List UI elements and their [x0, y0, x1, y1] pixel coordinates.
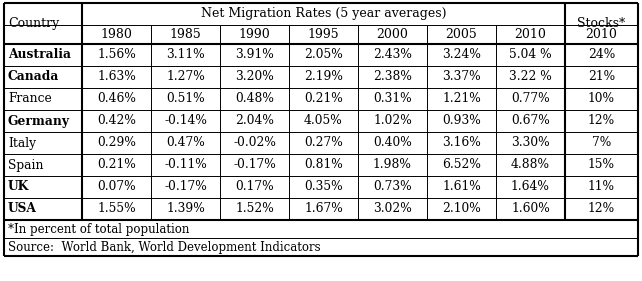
Text: 1.98%: 1.98% [373, 158, 412, 171]
Text: -0.02%: -0.02% [233, 137, 276, 149]
Text: 3.02%: 3.02% [373, 203, 412, 216]
Text: 1990: 1990 [239, 28, 270, 41]
Text: -0.17%: -0.17% [164, 180, 207, 194]
Text: 6.52%: 6.52% [442, 158, 481, 171]
Text: 1.64%: 1.64% [511, 180, 550, 194]
Text: 24%: 24% [588, 49, 615, 62]
Text: 0.31%: 0.31% [373, 92, 412, 105]
Text: 1995: 1995 [308, 28, 340, 41]
Text: 0.35%: 0.35% [304, 180, 343, 194]
Text: 2000: 2000 [377, 28, 408, 41]
Text: 0.46%: 0.46% [97, 92, 136, 105]
Text: 1.27%: 1.27% [166, 71, 205, 83]
Text: 3.91%: 3.91% [235, 49, 274, 62]
Text: 3.20%: 3.20% [235, 71, 274, 83]
Text: 1985: 1985 [169, 28, 202, 41]
Text: 0.51%: 0.51% [166, 92, 205, 105]
Text: 1.39%: 1.39% [166, 203, 205, 216]
Text: 12%: 12% [588, 203, 615, 216]
Text: USA: USA [8, 203, 37, 216]
Text: 0.17%: 0.17% [235, 180, 273, 194]
Text: 0.77%: 0.77% [511, 92, 550, 105]
Text: 7%: 7% [592, 137, 611, 149]
Text: 1.55%: 1.55% [97, 203, 136, 216]
Text: 0.21%: 0.21% [97, 158, 136, 171]
Text: 1.60%: 1.60% [511, 203, 550, 216]
Text: 1.67%: 1.67% [304, 203, 343, 216]
Text: 3.16%: 3.16% [442, 137, 481, 149]
Text: 5.04 %: 5.04 % [509, 49, 552, 62]
Text: 1.63%: 1.63% [97, 71, 136, 83]
Text: 0.47%: 0.47% [166, 137, 205, 149]
Text: 0.48%: 0.48% [235, 92, 274, 105]
Text: 0.40%: 0.40% [373, 137, 412, 149]
Text: -0.17%: -0.17% [233, 158, 276, 171]
Text: France: France [8, 92, 52, 105]
Text: 2.04%: 2.04% [235, 114, 274, 128]
Text: 3.11%: 3.11% [166, 49, 205, 62]
Text: 21%: 21% [588, 71, 615, 83]
Text: 2010: 2010 [586, 28, 618, 41]
Text: Canada: Canada [8, 71, 59, 83]
Text: Stocks*: Stocks* [577, 17, 625, 30]
Text: 1980: 1980 [101, 28, 132, 41]
Text: Italy: Italy [8, 137, 36, 149]
Text: 10%: 10% [588, 92, 615, 105]
Text: 15%: 15% [588, 158, 615, 171]
Text: 3.22 %: 3.22 % [509, 71, 552, 83]
Text: 0.93%: 0.93% [442, 114, 481, 128]
Text: 0.73%: 0.73% [373, 180, 412, 194]
Text: Source:  World Bank, World Development Indicators: Source: World Bank, World Development In… [8, 241, 320, 253]
Text: 12%: 12% [588, 114, 615, 128]
Text: 1.52%: 1.52% [235, 203, 274, 216]
Text: 2.19%: 2.19% [304, 71, 343, 83]
Text: 2.38%: 2.38% [373, 71, 412, 83]
Text: 1.56%: 1.56% [97, 49, 136, 62]
Text: Germany: Germany [8, 114, 70, 128]
Text: -0.11%: -0.11% [164, 158, 207, 171]
Text: 11%: 11% [588, 180, 615, 194]
Text: 1.21%: 1.21% [442, 92, 481, 105]
Text: Net Migration Rates (5 year averages): Net Migration Rates (5 year averages) [201, 8, 446, 21]
Text: 1.02%: 1.02% [373, 114, 412, 128]
Text: Country: Country [8, 17, 59, 30]
Text: 3.37%: 3.37% [442, 71, 481, 83]
Text: 0.42%: 0.42% [97, 114, 136, 128]
Text: 3.30%: 3.30% [511, 137, 550, 149]
Text: 0.29%: 0.29% [97, 137, 136, 149]
Text: 0.81%: 0.81% [304, 158, 343, 171]
Text: 1.61%: 1.61% [442, 180, 481, 194]
Text: 2010: 2010 [514, 28, 546, 41]
Text: 2005: 2005 [446, 28, 478, 41]
Text: 4.88%: 4.88% [511, 158, 550, 171]
Text: 0.67%: 0.67% [511, 114, 550, 128]
Text: 2.43%: 2.43% [373, 49, 412, 62]
Text: 0.07%: 0.07% [97, 180, 136, 194]
Text: 2.10%: 2.10% [442, 203, 481, 216]
Text: *In percent of total population: *In percent of total population [8, 223, 189, 235]
Text: 0.21%: 0.21% [304, 92, 343, 105]
Text: 3.24%: 3.24% [442, 49, 481, 62]
Text: Australia: Australia [8, 49, 71, 62]
Text: -0.14%: -0.14% [164, 114, 207, 128]
Text: 0.27%: 0.27% [304, 137, 343, 149]
Text: 2.05%: 2.05% [304, 49, 343, 62]
Text: 4.05%: 4.05% [304, 114, 343, 128]
Text: Spain: Spain [8, 158, 44, 171]
Text: UK: UK [8, 180, 30, 194]
